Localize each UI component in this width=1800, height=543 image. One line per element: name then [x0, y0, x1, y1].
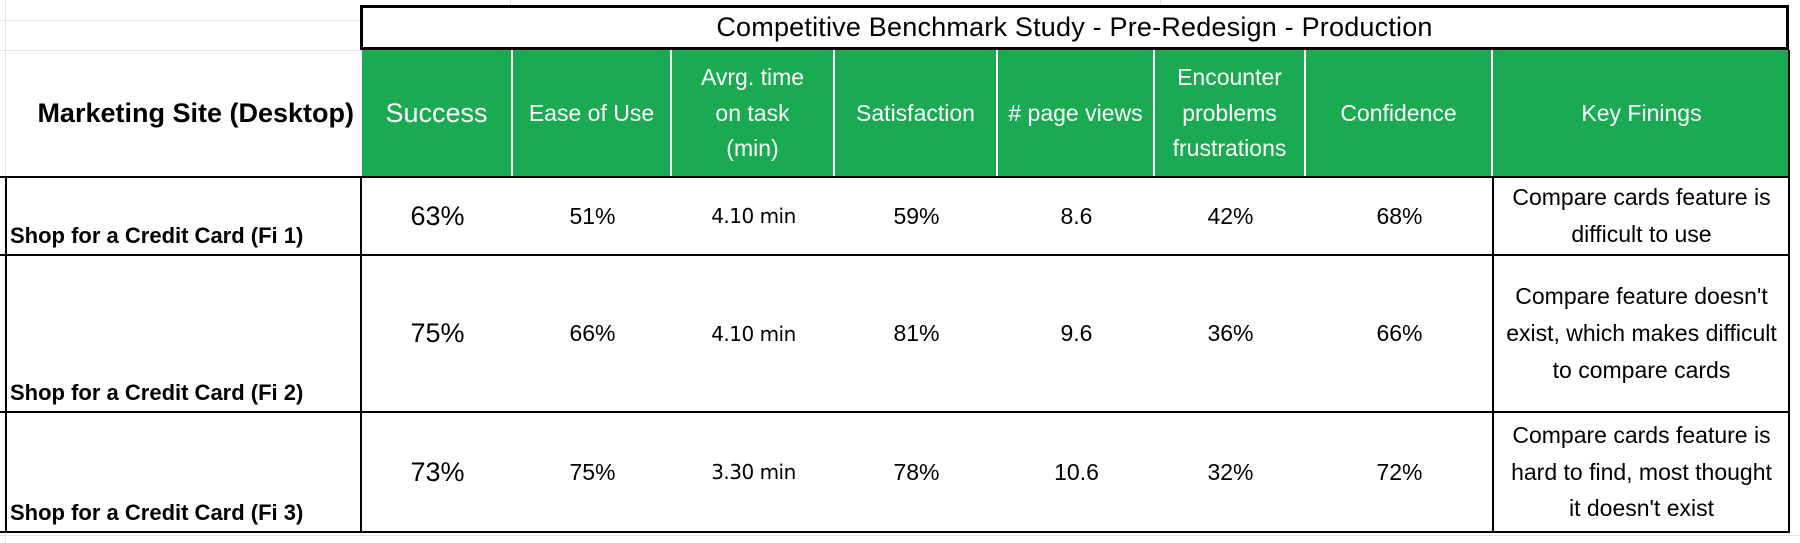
column-header-ease-of-use[interactable]: Ease of Use: [513, 50, 672, 177]
table-border: [5, 176, 7, 532]
column-header-time-on-task[interactable]: Avrg. time on task (min): [672, 50, 835, 177]
time-cell[interactable]: 4.10 min: [711, 321, 796, 346]
column-header-satisfaction[interactable]: Satisfaction: [835, 50, 998, 177]
problems-cell[interactable]: 36%: [1207, 320, 1254, 346]
confidence-cell[interactable]: 68%: [1376, 202, 1423, 229]
table-border: [1788, 50, 1790, 532]
column-header-confidence[interactable]: Confidence: [1306, 50, 1493, 177]
column-header-label: Avrg. time on task (min): [700, 64, 805, 162]
table-border: [360, 176, 362, 532]
ease-cell[interactable]: 75%: [569, 458, 616, 485]
sheet-gridline: [0, 535, 1800, 536]
row-label: Shop for a Credit Card (Fi 2): [10, 380, 304, 405]
table-border: [0, 254, 1790, 256]
column-header-success[interactable]: Success: [362, 50, 513, 177]
table-border: [0, 176, 1790, 178]
page-views-cell[interactable]: 8.6: [1060, 202, 1093, 229]
page-views-cell[interactable]: 9.6: [1060, 320, 1093, 346]
success-cell[interactable]: 73%: [410, 456, 465, 487]
column-header-label: Encounter problems frustrations: [1172, 64, 1287, 162]
problems-cell[interactable]: 32%: [1207, 458, 1254, 485]
row-label: Shop for a Credit Card (Fi 1): [10, 223, 304, 248]
key-finding-cell[interactable]: Compare feature doesn't exist, which mak…: [1493, 255, 1790, 412]
key-finding-text: Compare cards feature is difficult to us…: [1512, 184, 1771, 247]
key-finding-cell[interactable]: Compare cards feature is difficult to us…: [1493, 177, 1790, 255]
key-finding-text: Compare feature doesn't exist, which mak…: [1506, 283, 1777, 383]
satisfaction-cell[interactable]: 59%: [893, 202, 940, 229]
confidence-cell[interactable]: 72%: [1376, 458, 1423, 485]
table-border: [1492, 176, 1494, 532]
time-cell[interactable]: 3.30 min: [711, 460, 796, 484]
sheet-gridline: [0, 20, 360, 21]
satisfaction-cell[interactable]: 81%: [893, 320, 940, 346]
table-title: Competitive Benchmark Study - Pre-Redesi…: [360, 5, 1789, 50]
key-finding-cell[interactable]: Compare cards feature is hard to find, m…: [1493, 412, 1790, 532]
success-cell[interactable]: 75%: [410, 318, 465, 348]
key-finding-text: Compare cards feature is hard to find, m…: [1511, 421, 1772, 522]
page-views-cell[interactable]: 10.6: [1054, 458, 1099, 485]
satisfaction-cell[interactable]: 78%: [893, 458, 940, 485]
success-cell[interactable]: 63%: [410, 200, 465, 231]
sheet-gridline: [0, 50, 360, 51]
column-header-problems[interactable]: Encounter problems frustrations: [1155, 50, 1306, 177]
table-border: [0, 411, 1790, 413]
table-border: [0, 531, 1790, 533]
column-header-key-findings[interactable]: Key Finings: [1493, 50, 1790, 177]
ease-cell[interactable]: 66%: [569, 320, 616, 346]
ease-cell[interactable]: 51%: [569, 202, 616, 229]
corner-label: Marketing Site (Desktop): [37, 98, 354, 128]
row-label: Shop for a Credit Card (Fi 3): [10, 500, 304, 525]
column-header-page-views[interactable]: # page views: [998, 50, 1155, 177]
confidence-cell[interactable]: 66%: [1376, 320, 1423, 346]
time-cell[interactable]: 4.10 min: [711, 204, 796, 228]
problems-cell[interactable]: 42%: [1207, 202, 1254, 229]
